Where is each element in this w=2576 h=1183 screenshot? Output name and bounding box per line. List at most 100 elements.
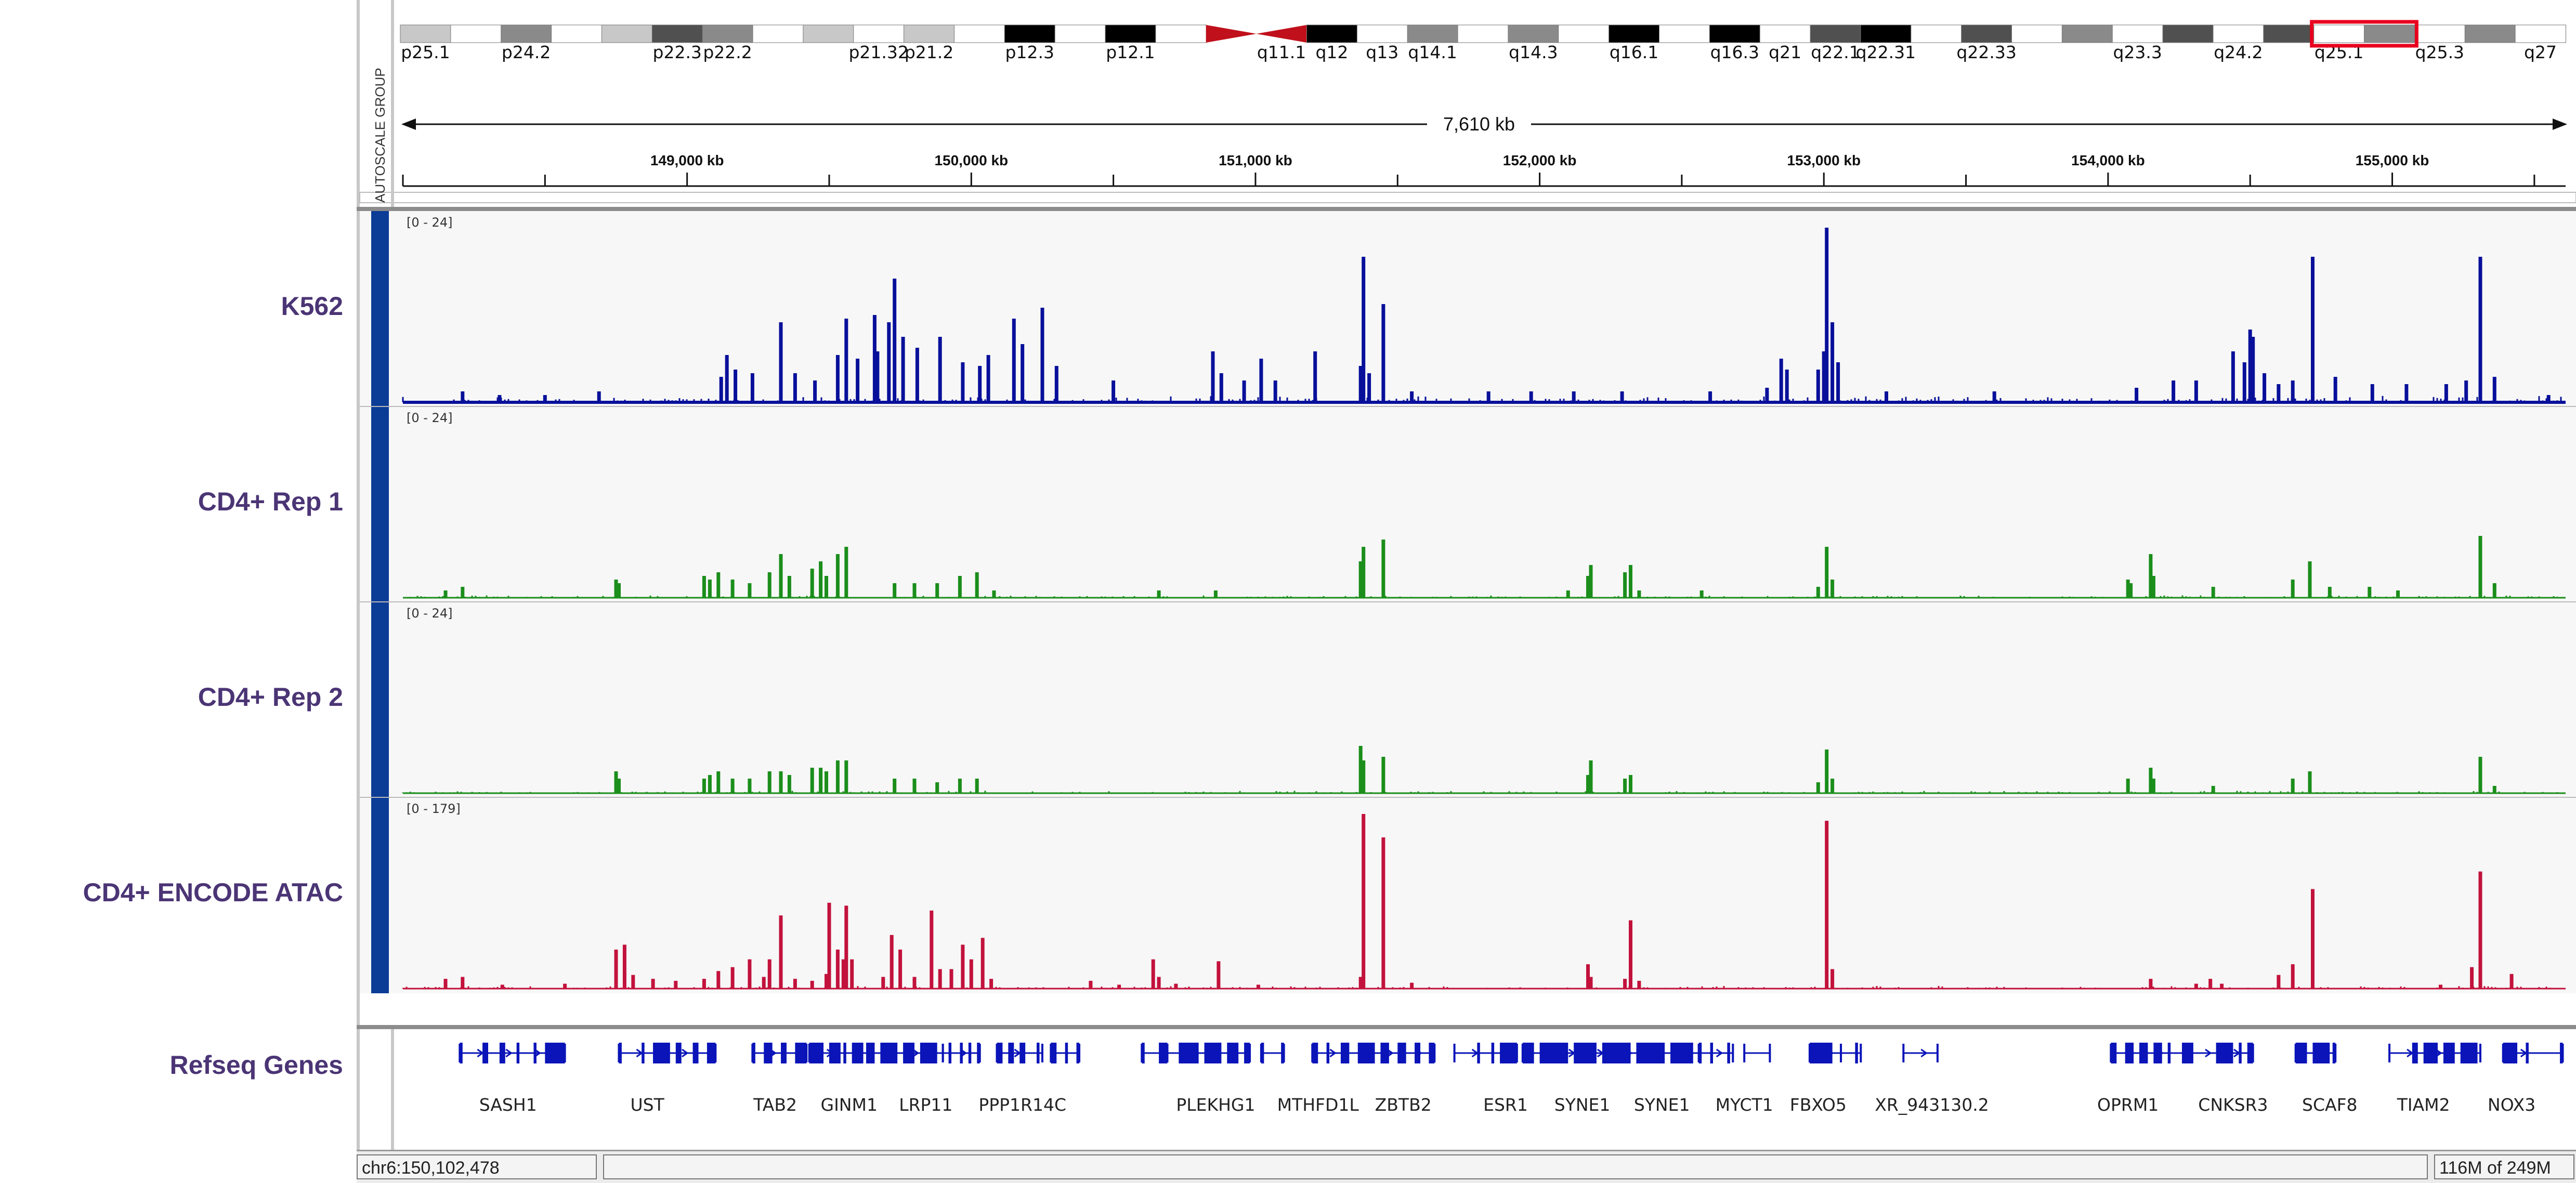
refseq-gene-track[interactable]: SASH1 UST TAB2 GINM1 LRP11 PPP1R14C PLEKHG1 MTH…	[459, 1043, 2564, 1115]
gene-feature[interactable]	[1311, 1043, 1436, 1063]
signal-peak	[716, 572, 721, 598]
gene-feature[interactable]	[2110, 1043, 2189, 1063]
gene-label[interactable]: UST	[630, 1095, 664, 1115]
memory-readout[interactable]: 116M of 249M	[2434, 1154, 2574, 1179]
gene-label[interactable]: MYCT1	[1716, 1095, 1773, 1115]
gene-exon	[752, 1043, 755, 1063]
ideogram-band	[1508, 24, 1559, 43]
signal-peak	[898, 949, 903, 989]
gene-feature[interactable]	[751, 1043, 808, 1063]
gene-feature[interactable]	[1743, 1044, 1771, 1062]
gene-feature[interactable]	[2294, 1043, 2337, 1063]
track-name-cd4-rep1[interactable]: CD4+ Rep 1	[198, 487, 343, 516]
signal-peak	[844, 760, 848, 793]
gene-label[interactable]: CNKSR3	[2198, 1095, 2268, 1115]
gene-exon	[2443, 1043, 2455, 1063]
signal-peak	[827, 902, 831, 989]
signal-peak	[2308, 771, 2312, 793]
signal-peak	[730, 580, 735, 598]
signal-peak	[819, 561, 823, 598]
ideogram-band-label: q22.31	[1856, 42, 1916, 62]
signal-peak	[443, 590, 448, 598]
signal-peak	[2546, 395, 2551, 402]
track-signal-noise	[402, 791, 2562, 793]
gene-feature[interactable]	[1166, 1043, 1251, 1063]
gene-feature[interactable]	[1050, 1043, 1081, 1063]
gene-feature[interactable]	[663, 1043, 717, 1063]
gene-exon	[1357, 1043, 1375, 1063]
gene-label[interactable]: SCAF8	[2302, 1095, 2358, 1115]
gene-feature[interactable]	[2388, 1043, 2482, 1063]
signal-peak	[1765, 388, 1769, 402]
signal-peak	[1358, 746, 1363, 793]
gene-label[interactable]: PPP1R14C	[978, 1095, 1066, 1115]
track-3[interactable]: [0 - 179]	[360, 797, 2576, 990]
signal-peak	[850, 959, 854, 989]
track-name-cd4-rep2[interactable]: CD4+ Rep 2	[198, 682, 343, 712]
gene-feature[interactable]	[942, 1043, 981, 1063]
gene-label[interactable]: SYNE1	[1634, 1095, 1690, 1115]
ruler-tick-label: 152,000 kb	[1503, 152, 1577, 168]
gene-feature[interactable]	[1260, 1043, 1285, 1063]
gene-exon	[664, 1043, 670, 1063]
signal-peak	[787, 576, 791, 598]
gene-feature[interactable]	[808, 1043, 944, 1063]
gene-feature[interactable]	[2186, 1043, 2254, 1063]
gene-feature[interactable]	[1453, 1043, 1518, 1063]
track-name-refseq-genes[interactable]: Refseq Genes	[169, 1050, 343, 1080]
signal-peak	[1836, 362, 1840, 402]
signal-peak	[881, 977, 885, 989]
ideogram-highlight-box	[2310, 20, 2418, 48]
gene-label[interactable]: SASH1	[479, 1095, 537, 1115]
gene-label[interactable]: ZBTB2	[1375, 1095, 1432, 1115]
ruler-tick-label: 150,000 kb	[934, 152, 1008, 168]
ideogram-centromere	[1256, 25, 1307, 43]
ruler[interactable]: 7,610 kb 149,000 kb 150,000 kb 151,000 kb 1…	[401, 109, 2567, 187]
signal-peak	[2149, 768, 2153, 793]
signal-peak	[2291, 580, 2295, 598]
signal-peak	[2327, 587, 2332, 598]
gene-label[interactable]: OPRM1	[2097, 1095, 2159, 1115]
gene-label[interactable]: PLEKHG1	[1176, 1095, 1255, 1115]
gene-feature[interactable]	[1902, 1044, 1939, 1062]
track-2[interactable]: [0 - 24]	[360, 601, 2576, 794]
signal-peak	[779, 554, 783, 598]
signal-peak	[2149, 979, 2153, 989]
gene-label[interactable]: SYNE1	[1554, 1095, 1611, 1115]
signal-peak	[1629, 920, 1632, 989]
signal-peak	[1816, 587, 1820, 598]
signal-peak	[793, 979, 797, 989]
gene-label[interactable]: TAB2	[753, 1095, 797, 1115]
gene-label[interactable]: TIAM2	[2397, 1095, 2450, 1115]
gene-exon	[1244, 1043, 1250, 1063]
track-1[interactable]: [0 - 24]	[360, 406, 2576, 599]
gene-feature[interactable]	[1840, 1043, 1862, 1063]
ideogram-band-label: p22.3	[653, 42, 702, 62]
ruler-tick-label: 151,000 kb	[1219, 152, 1292, 168]
gene-feature[interactable]	[459, 1043, 566, 1063]
gene-exon	[2503, 1043, 2518, 1063]
gene-label[interactable]: XR_943130.2	[1875, 1095, 1989, 1115]
ideogram-band	[2464, 24, 2516, 43]
track-name-cd4-encode-atac[interactable]: CD4+ ENCODE ATAC	[83, 878, 343, 907]
gene-label[interactable]: FBXO5	[1790, 1095, 1847, 1115]
gene-label[interactable]: GINM1	[821, 1095, 878, 1115]
ideogram-band-label: q12	[1315, 42, 1348, 62]
signal-peak	[617, 583, 621, 598]
gene-label[interactable]: MTHFD1L	[1277, 1095, 1359, 1115]
gene-label[interactable]: LRP11	[899, 1095, 952, 1115]
gene-feature[interactable]	[1697, 1043, 1734, 1063]
signal-peak	[810, 768, 814, 793]
track-name-k562[interactable]: K562	[281, 292, 343, 321]
signal-peak	[2509, 974, 2514, 989]
signal-peak	[779, 771, 783, 793]
signal-peak	[901, 337, 905, 402]
gene-feature[interactable]	[996, 1043, 1043, 1063]
gene-feature[interactable]	[2502, 1043, 2564, 1063]
gene-label[interactable]: NOX3	[2488, 1095, 2535, 1115]
chromosome-ideogram[interactable]	[400, 24, 2567, 43]
track-0[interactable]: [0 - 24]	[402, 215, 2566, 404]
gene-strand-arrow	[682, 1048, 689, 1058]
gene-feature[interactable]	[1521, 1043, 1700, 1063]
gene-label[interactable]: ESR1	[1483, 1095, 1528, 1115]
